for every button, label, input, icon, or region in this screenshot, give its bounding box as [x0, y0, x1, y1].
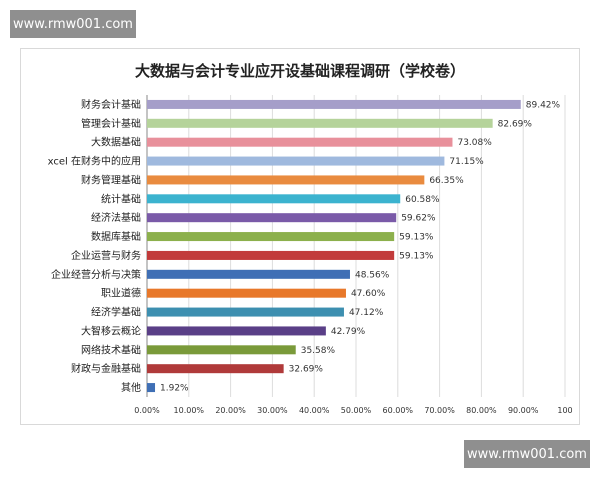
bar: [147, 232, 395, 242]
x-tick-label: 60.00%: [383, 406, 414, 415]
category-label: 经济学基础: [91, 306, 141, 319]
bar: [147, 288, 346, 298]
category-label: 财务会计基础: [81, 98, 141, 111]
x-tick-label: 70.00%: [424, 406, 455, 415]
data-label: 59.62%: [401, 214, 436, 224]
data-label: 42.79%: [331, 327, 366, 337]
bar: [147, 213, 397, 223]
category-label: 统计基础: [101, 192, 141, 205]
bar: [147, 137, 453, 147]
data-label: 59.13%: [399, 251, 434, 261]
data-label: 1.92%: [160, 384, 189, 394]
x-tick-label: 20.00%: [215, 406, 246, 415]
x-tick-label: 0.00%: [134, 406, 160, 415]
data-label: 32.69%: [289, 365, 324, 375]
data-label: 66.35%: [429, 176, 464, 186]
bar: [147, 118, 493, 128]
category-label: xcel 在财务中的应用: [48, 155, 141, 168]
data-label: 73.08%: [457, 138, 492, 148]
bar: [147, 194, 401, 204]
data-label: 60.58%: [405, 195, 440, 205]
watermark-top: www.rmw001.com: [10, 10, 136, 38]
data-label: 47.60%: [351, 289, 386, 299]
data-label: 89.42%: [526, 100, 561, 110]
bar: [147, 383, 156, 393]
watermark-bottom: www.rmw001.com: [464, 440, 590, 468]
chart-title: 大数据与会计专业应开设基础课程调研（学校卷）: [134, 62, 465, 80]
category-label: 大数据基础: [91, 136, 141, 149]
data-label: 71.15%: [449, 157, 484, 167]
bar: [147, 250, 395, 260]
category-label: 经济法基础: [91, 211, 141, 224]
category-label: 企业经营分析与决策: [51, 268, 141, 281]
bar: [147, 156, 445, 166]
category-label: 企业运营与财务: [71, 249, 141, 262]
x-tick-label: 50.00%: [341, 406, 372, 415]
category-label: 管理会计基础: [81, 117, 141, 130]
bar: [147, 99, 521, 109]
category-label: 其他: [121, 381, 141, 394]
x-tick-label: 30.00%: [257, 406, 288, 415]
category-label: 财政与金融基础: [71, 362, 141, 375]
data-label: 59.13%: [399, 233, 434, 243]
data-label: 82.69%: [498, 119, 533, 129]
category-label: 网络技术基础: [81, 343, 141, 356]
x-tick-label: 10.00%: [174, 406, 205, 415]
category-label: 数据库基础: [91, 230, 141, 243]
category-label: 职业道德: [101, 287, 141, 300]
x-tick-label: 80.00%: [466, 406, 497, 415]
bar: [147, 326, 326, 336]
data-label: 35.58%: [301, 346, 336, 356]
bar: [147, 175, 425, 185]
category-label: 财务管理基础: [81, 173, 141, 186]
bar: [147, 269, 350, 279]
x-tick-label: 90.00%: [508, 406, 539, 415]
bar: [147, 364, 284, 374]
x-tick-label: 40.00%: [299, 406, 330, 415]
category-label: 大智移云概论: [81, 324, 141, 337]
data-label: 48.56%: [355, 270, 390, 280]
x-tick-label: 100: [557, 406, 572, 415]
bar: [147, 345, 296, 355]
data-label: 47.12%: [349, 308, 384, 318]
bar: [147, 307, 344, 317]
